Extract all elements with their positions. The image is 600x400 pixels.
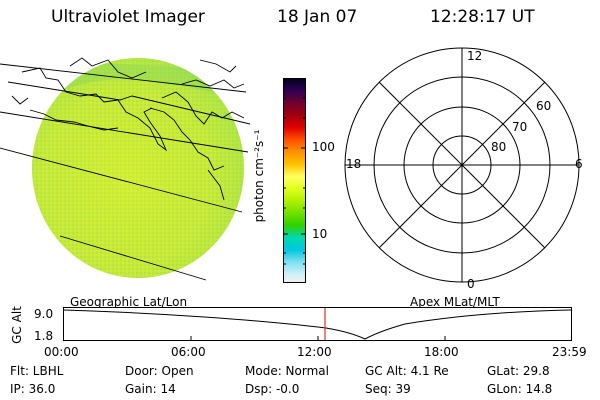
date-label: 18 Jan 07 <box>277 7 358 27</box>
time-label: 12:28:17 UT <box>430 7 535 27</box>
time-tick-1200: 12:00 <box>297 345 332 359</box>
colorbar-unit-label: photon cm⁻²s⁻¹ <box>252 129 266 223</box>
glat-info: GLat: 29.8 <box>487 364 550 378</box>
mlat-label-80: 80 <box>491 140 507 154</box>
time-tick-2359: 23:59 <box>552 345 587 359</box>
time-tick-0000: 00:00 <box>44 345 79 359</box>
mlt-label-12: 12 <box>467 49 483 63</box>
colorbar-tick-100: 100 <box>312 140 335 154</box>
colorbar <box>283 78 306 283</box>
altitude-curve <box>63 309 572 340</box>
glon-info: GLon: 14.8 <box>487 382 553 396</box>
coastlines <box>11 57 245 201</box>
mlat-label-60: 60 <box>536 99 552 113</box>
altitude-strip-frame <box>63 307 572 341</box>
graticule-lines <box>0 63 251 281</box>
left-panel-label: Geographic Lat/Lon <box>70 295 188 309</box>
gc-alt-info: GC Alt: 4.1 Re <box>365 364 449 378</box>
gain-info: Gain: 14 <box>125 382 176 396</box>
colorbar-tick-10: 10 <box>312 227 328 241</box>
instrument-title: Ultraviolet Imager <box>51 7 205 27</box>
earth-image <box>0 57 251 281</box>
mode-info: Mode: Normal <box>245 364 329 378</box>
altitude-axis-title: GC Alt <box>10 306 24 344</box>
door-info: Door: Open <box>125 364 194 378</box>
right-panel-label: Apex MLat/MLT <box>410 295 500 309</box>
altitude-strip <box>63 307 572 341</box>
time-tick-1800: 18:00 <box>424 345 459 359</box>
polar-diagonal-2 <box>378 81 546 249</box>
polar-plot <box>344 47 580 283</box>
mlat-label-70: 70 <box>512 120 528 134</box>
ip-info: IP: 36.0 <box>10 382 56 396</box>
mlt-label-6: 6 <box>575 157 583 171</box>
dsp-info: Dsp: -0.0 <box>245 382 300 396</box>
altitude-tick-1-8: 1.8 <box>34 329 54 343</box>
mlt-label-18: 18 <box>346 157 362 171</box>
time-tick-0600: 06:00 <box>171 345 206 359</box>
mlt-label-0: 0 <box>467 277 475 291</box>
filter-info: Flt: LBHL <box>10 364 64 378</box>
seq-info: Seq: 39 <box>365 382 411 396</box>
altitude-tick-9: 9.0 <box>34 307 54 321</box>
